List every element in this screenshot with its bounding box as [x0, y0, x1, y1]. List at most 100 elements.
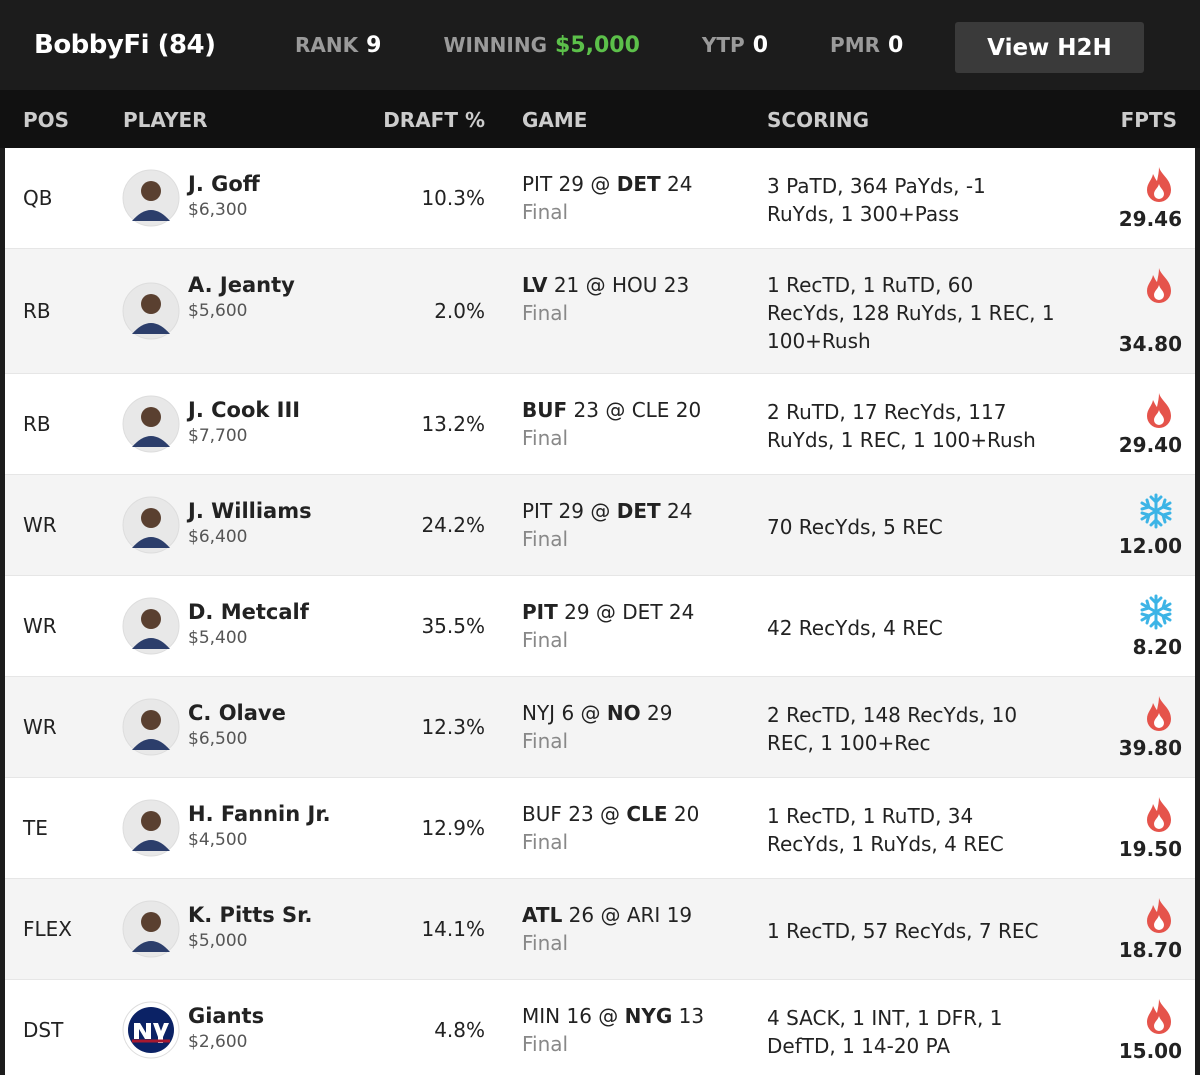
game: LV 21 @ HOU 23 [522, 273, 689, 297]
game-away_score: 16 [566, 1004, 592, 1028]
stat-value: 0 [888, 32, 904, 58]
player-name: J. Cook III [188, 398, 301, 422]
fantasy-points: 34.80 [1118, 332, 1182, 356]
draft-percent: 24.2% [421, 513, 485, 537]
hot-icon [1147, 696, 1171, 731]
draft-percent: 12.9% [421, 816, 485, 840]
salary: $6,500 [188, 729, 248, 749]
view-h2h-button[interactable]: View H2H [955, 22, 1144, 73]
player-name: J. Williams [188, 499, 312, 523]
stat-label: YTP [701, 32, 745, 57]
game-away_score: 6 [561, 701, 575, 725]
game: PIT 29 @ DET 24 [522, 172, 692, 196]
hot-icon [1147, 167, 1171, 202]
salary: $6,300 [188, 200, 248, 220]
scoring: 1 RecTD, 1 RuTD, 60 RecYds, 128 RuYds, 1… [767, 273, 1055, 353]
player-row[interactable]: DST Giants $2,600 4.8% MIN 16 @ NYG 13 Final… [5, 980, 1195, 1075]
game-home: HOU [612, 273, 658, 297]
game-away_score: 29 [558, 172, 584, 196]
game-home_score: 19 [666, 903, 693, 927]
fantasy-points: 18.70 [1118, 938, 1182, 962]
player-row[interactable]: QB J. Goff $6,300 10.3% PIT 29 @ DET 24 Fina… [5, 148, 1195, 249]
salary: $5,000 [188, 931, 248, 951]
game-status: Final [522, 1032, 569, 1056]
salary: $5,400 [188, 628, 248, 648]
game-home_score: 23 [663, 273, 690, 297]
game-home_score: 20 [675, 398, 702, 422]
game-status: Final [522, 628, 569, 652]
stat: PMR 0 [830, 33, 903, 58]
scoring: 1 RecTD, 1 RuTD, 34 RecYds, 1 RuYds, 4 R… [767, 804, 1004, 856]
game-home: CLE [626, 802, 668, 826]
game-home: DET [616, 499, 661, 523]
game-away: NYJ [522, 701, 556, 725]
game-separator: @ [590, 172, 611, 196]
player-name: H. Fannin Jr. [188, 802, 331, 826]
game-away: ATL [522, 903, 563, 927]
column-title: SCORING [767, 108, 870, 132]
game-away: LV [522, 273, 548, 297]
player-row[interactable]: FLEX K. Pitts Sr. $5,000 14.1% ATL 26 @ ARI … [5, 879, 1195, 980]
game-home_score: 24 [668, 600, 695, 624]
game-home_score: 13 [678, 1004, 705, 1028]
position: TE [23, 816, 48, 840]
position: DST [23, 1018, 64, 1042]
player-row[interactable]: WR C. Olave $6,500 12.3% NYJ 6 @ NO 29 Final… [5, 677, 1195, 778]
game-home: DET [616, 172, 661, 196]
game: NYJ 6 @ NO 29 [522, 701, 672, 725]
player-avatar [122, 799, 180, 857]
player-row[interactable]: TE H. Fannin Jr. $4,500 12.9% BUF 23 @ CLE 2… [5, 778, 1195, 879]
salary: $7,700 [188, 426, 248, 446]
game-away_score: 29 [558, 499, 584, 523]
scoring: 2 RuTD, 17 RecYds, 117 RuYds, 1 REC, 1 1… [767, 400, 1036, 452]
column-header: POS PLAYER DRAFT % GAME SCORING FPTS [0, 90, 1200, 148]
game-home: CLE [631, 398, 670, 422]
column-title: FPTS [1120, 108, 1177, 132]
scoring: 2 RecTD, 148 RecYds, 10 REC, 1 100+Rec [767, 703, 1018, 755]
position: RB [23, 412, 51, 436]
position: WR [23, 715, 57, 739]
hot-icon [1147, 268, 1171, 303]
hot-icon [1147, 797, 1171, 832]
team-logo [122, 1001, 180, 1059]
game-away_score: 26 [568, 903, 595, 927]
fantasy-points: 15.00 [1118, 1039, 1182, 1063]
stat: YTP 0 [702, 33, 768, 58]
salary: $5,600 [188, 301, 248, 321]
draft-percent: 14.1% [421, 917, 485, 941]
game-status: Final [522, 729, 569, 753]
game-home: ARI [626, 903, 661, 927]
game-separator: @ [598, 1004, 619, 1028]
roster-table: QB J. Goff $6,300 10.3% PIT 29 @ DET 24 Fina… [5, 148, 1195, 1075]
stat-value: 0 [752, 32, 769, 58]
game-home: NO [606, 701, 641, 725]
scoring: 42 RecYds, 4 REC [767, 616, 943, 640]
column-title: GAME [522, 108, 588, 132]
position: RB [23, 299, 51, 323]
draft-percent: 13.2% [421, 412, 485, 436]
player-row[interactable]: RB J. Cook III $7,700 13.2% BUF 23 @ CLE 20 … [5, 374, 1195, 475]
player-avatar [122, 597, 180, 655]
game: MIN 16 @ NYG 13 [522, 1004, 704, 1028]
player-row[interactable]: WR J. Williams $6,400 24.2% PIT 29 @ DET 24 … [5, 475, 1195, 576]
draft-percent: 2.0% [434, 299, 485, 323]
game: PIT 29 @ DET 24 [522, 600, 694, 624]
game: BUF 23 @ CLE 20 [522, 802, 699, 826]
user-name: BobbyFi (84) [34, 30, 216, 60]
player-row[interactable]: WR D. Metcalf $5,400 35.5% PIT 29 @ DET 24 F… [5, 576, 1195, 677]
salary: $2,600 [188, 1032, 248, 1052]
player-name: J. Goff [188, 172, 260, 196]
fantasy-points: 12.00 [1118, 534, 1182, 558]
player-row[interactable]: RB A. Jeanty $5,600 2.0% LV 21 @ HOU 23 Fina… [5, 249, 1195, 374]
fantasy-points: 29.40 [1118, 433, 1182, 457]
game-status: Final [522, 426, 569, 450]
game-home_score: 20 [673, 802, 700, 826]
fantasy-points: 8.20 [1132, 635, 1182, 659]
game-status: Final [522, 301, 569, 325]
scoring: 1 RecTD, 57 RecYds, 7 REC [767, 919, 1039, 943]
game-away: BUF [522, 398, 568, 422]
player-name: K. Pitts Sr. [188, 903, 313, 927]
stats: RANK 9 WINNING $5,000 YTP 0 PMR 0 [295, 33, 965, 58]
position: WR [23, 513, 57, 537]
game-away: PIT [522, 600, 558, 624]
